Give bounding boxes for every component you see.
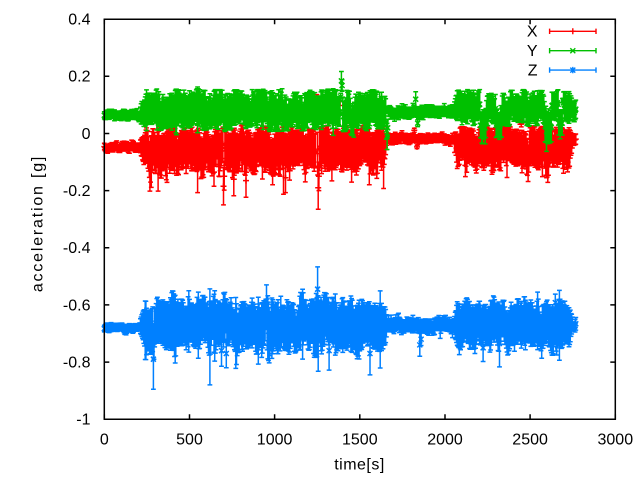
svg-text:1000: 1000 [257,431,293,448]
svg-text:acceleration [g]: acceleration [g] [30,155,47,292]
svg-text:0: 0 [82,126,91,143]
svg-text:time[s]: time[s] [334,456,385,473]
svg-text:0.4: 0.4 [68,12,90,29]
svg-text:2000: 2000 [427,431,463,448]
svg-text:X: X [527,24,538,41]
svg-text:500: 500 [176,431,203,448]
svg-text:-0.4: -0.4 [63,240,91,257]
svg-text:0.2: 0.2 [68,69,90,86]
svg-text:2500: 2500 [512,431,548,448]
svg-text:Y: Y [527,43,538,60]
svg-text:0: 0 [100,431,109,448]
svg-text:-0.6: -0.6 [63,297,91,314]
svg-text:-0.2: -0.2 [63,183,91,200]
svg-text:Z: Z [528,63,538,80]
svg-text:1500: 1500 [342,431,378,448]
svg-text:-0.8: -0.8 [63,355,91,372]
svg-text:3000: 3000 [598,431,634,448]
svg-text:-1: -1 [76,412,90,429]
